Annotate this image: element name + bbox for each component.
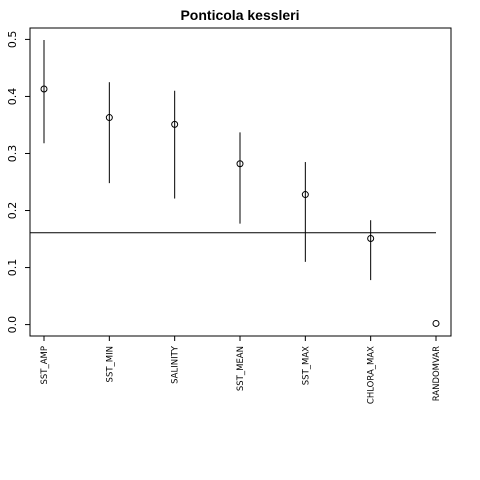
points-group (40, 85, 440, 327)
x-tick-label: SALINITY (171, 345, 181, 384)
data-point (236, 160, 244, 168)
x-tick-label: SST_MEAN (236, 346, 246, 391)
data-point (367, 234, 375, 242)
data-point (171, 120, 179, 128)
x-tick-label: RANDOMVAR (432, 346, 442, 401)
y-axis: 0.0 0.1 0.2 0.3 0.4 0.5 (6, 31, 30, 334)
y-tick-label: 0.4 (6, 88, 19, 106)
x-tick-label: SST_AMP (40, 346, 50, 385)
y-tick-label: 0.0 (6, 316, 19, 334)
y-tick-label: 0.2 (6, 202, 19, 220)
y-tick-label: 0.5 (6, 31, 19, 49)
x-tick-label: SST_MIN (105, 346, 115, 382)
data-point (40, 85, 48, 93)
data-point (432, 319, 440, 327)
data-point (105, 114, 113, 122)
data-point (301, 191, 309, 199)
x-tick-label: CHLORA_MAX (367, 346, 377, 404)
error-bars-group (43, 39, 372, 281)
x-axis: SST_AMP SST_MIN SALINITY SST_MEAN SST_MAX CHL… (40, 336, 442, 404)
y-tick-label: 0.1 (6, 259, 19, 277)
y-tick-label: 0.3 (6, 145, 19, 163)
x-tick-label: SST_MAX (301, 346, 311, 385)
chart-title: Ponticola kessleri (180, 7, 299, 23)
